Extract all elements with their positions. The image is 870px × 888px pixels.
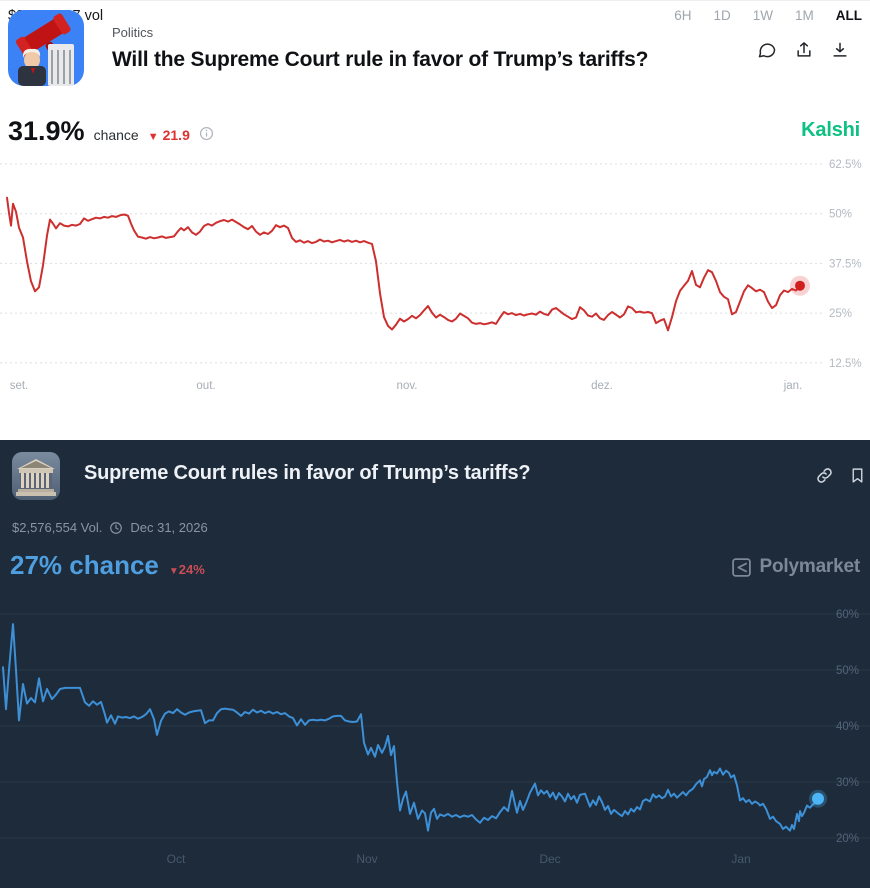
x-axis-label-dec: Dec — [539, 852, 561, 866]
chance-value: 31.9% — [8, 116, 85, 146]
category-label: Politics — [112, 25, 154, 40]
comment-button[interactable] — [757, 40, 779, 62]
link-icon — [817, 468, 832, 483]
clock-icon — [110, 521, 123, 534]
arrow-down-icon: ▼ — [147, 131, 159, 143]
end-date: Dec 31, 2026 — [130, 520, 208, 535]
range-button-all[interactable]: ALL — [835, 8, 862, 23]
price-summary: 31.9% chance ▼ 21.9 — [8, 116, 214, 150]
svg-text:40%: 40% — [836, 721, 859, 733]
polymarket-card: Supreme Court rules in favor of Trump’s … — [0, 440, 870, 888]
x-axis-label-jan: Jan — [731, 852, 751, 866]
volume-label: $2,576,554 Vol. — [12, 520, 103, 535]
change-value: 21.9 — [162, 127, 190, 143]
share-button[interactable] — [794, 40, 816, 62]
svg-text:25%: 25% — [829, 308, 852, 320]
info-icon — [199, 126, 213, 140]
price-change: ▼ 21.9 — [148, 127, 190, 143]
change-value: 24% — [178, 562, 205, 577]
x-axis-label-oct: Oct — [166, 852, 186, 866]
svg-text:62.5%: 62.5% — [829, 159, 862, 171]
polymarket-logomark-icon — [731, 557, 751, 577]
x-axis-label-set: set. — [9, 380, 29, 392]
share-icon — [797, 42, 811, 57]
polymarket-logo: Polymarket — [731, 556, 860, 578]
kalshi-market-card: Politics Will the Supreme Court rule in … — [0, 0, 870, 440]
download-button[interactable] — [830, 40, 852, 62]
kalshi-x-axis: set. out. nov. dez. jan. — [0, 380, 870, 396]
market-meta: $2,576,554 Vol. Dec 31, 2026 — [12, 520, 208, 535]
svg-text:30%: 30% — [836, 777, 859, 789]
comment-icon — [758, 43, 776, 58]
svg-text:12.5%: 12.5% — [829, 358, 862, 370]
price-change: ▼24% — [169, 562, 205, 577]
range-button-1w[interactable]: 1W — [752, 8, 773, 23]
bookmark-button[interactable] — [849, 466, 869, 486]
arrow-down-icon: ▼ — [168, 566, 179, 577]
x-axis-label-out: out. — [196, 380, 216, 392]
range-button-6h[interactable]: 6H — [674, 8, 692, 23]
x-axis-label-nov: nov. — [396, 380, 418, 392]
range-button-1m[interactable]: 1M — [794, 8, 814, 23]
range-button-1d[interactable]: 1D — [713, 8, 731, 23]
price-summary: 27% chance ▼24% — [10, 550, 205, 581]
polymarket-logo-text: Polymarket — [759, 556, 861, 577]
svg-text:50%: 50% — [829, 209, 852, 221]
chance-value: 27% chance — [10, 550, 159, 580]
svg-text:60%: 60% — [836, 609, 859, 621]
gavel-illustration — [8, 10, 84, 86]
polymarket-price-chart[interactable]: 60% 50% 40% 30% 20% — [0, 600, 870, 848]
x-axis-label-nov: Nov — [356, 852, 378, 866]
svg-text:37.5%: 37.5% — [829, 258, 862, 270]
info-button[interactable] — [199, 126, 214, 141]
x-axis-label-dez: dez. — [591, 380, 613, 392]
range-buttons: 6H 1D 1W 1M ALL — [674, 8, 862, 23]
polymarket-x-axis: Oct Nov Dec Jan — [0, 852, 870, 868]
x-axis-label-jan: jan. — [783, 380, 803, 392]
chance-label: chance — [93, 127, 139, 143]
polymarket-market-avatar — [12, 452, 60, 500]
market-title: Supreme Court rules in favor of Trump’s … — [84, 462, 531, 484]
kalshi-market-avatar — [8, 10, 84, 86]
svg-text:50%: 50% — [836, 665, 859, 677]
copy-link-button[interactable] — [815, 466, 835, 486]
kalshi-logo: Kalshi — [801, 119, 860, 141]
kalshi-price-chart[interactable]: 62.5% 50% 37.5% 25% 12.5% — [0, 152, 870, 378]
market-title: Will the Supreme Court rule in favor of … — [112, 48, 649, 71]
download-icon — [833, 42, 847, 57]
svg-text:20%: 20% — [836, 833, 859, 845]
supreme-court-illustration — [12, 452, 60, 500]
bookmark-icon — [852, 468, 863, 483]
